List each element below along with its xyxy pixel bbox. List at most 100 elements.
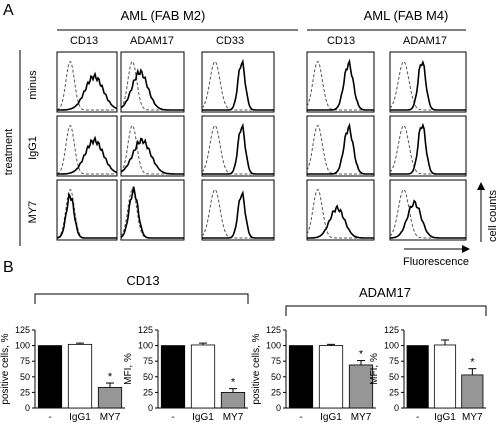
significance-mark: * bbox=[231, 377, 236, 389]
histogram-stained-curve bbox=[120, 68, 184, 111]
b-bracket-cd13 bbox=[34, 293, 249, 304]
significance-mark: * bbox=[108, 371, 113, 383]
histogram-control-curve bbox=[56, 124, 117, 175]
x-tick-label: MY7 bbox=[462, 412, 483, 423]
col-header-m2-adam17: ADAM17 bbox=[130, 35, 174, 47]
panel-a-label: A bbox=[3, 2, 14, 19]
histogram-stained-curve bbox=[307, 58, 374, 111]
bar-chart-2: 0 25 50 75 100 125 MFI, % - IgG1 * MY7 bbox=[123, 325, 248, 423]
y-tick-label: 100 bbox=[15, 341, 30, 351]
fluorescence-arrowhead bbox=[462, 245, 470, 253]
y-tick-label: 75 bbox=[271, 356, 281, 366]
histogram-stained-curve bbox=[56, 192, 117, 239]
x-tick-label: - bbox=[48, 412, 51, 423]
histogram-stained-curve bbox=[120, 186, 184, 239]
b-bracket-adam17 bbox=[285, 305, 487, 316]
row-label-my7: MY7 bbox=[27, 201, 39, 224]
histogram-stained-curve bbox=[202, 58, 274, 111]
y-tick-label: 0 bbox=[394, 403, 399, 413]
y-tick-label: 25 bbox=[20, 387, 30, 397]
histogram-stained-curve bbox=[202, 190, 274, 239]
y-axis-label: MFI, % bbox=[123, 353, 134, 385]
y-tick-label: 125 bbox=[384, 325, 399, 335]
histogram-control-curve bbox=[56, 60, 117, 111]
x-tick-label: MY7 bbox=[351, 412, 372, 423]
histogram-control-curve bbox=[306, 61, 374, 111]
x-tick-label: MY7 bbox=[100, 412, 121, 423]
significance-mark: * bbox=[470, 357, 475, 369]
y-tick-label: 50 bbox=[20, 372, 30, 382]
histogram-frame bbox=[56, 115, 118, 177]
histogram-stained-curve bbox=[57, 135, 118, 175]
bar-chart-1: 0 25 50 75 100 125 positive cells, % - IgG1 * MY7 bbox=[0, 325, 125, 423]
bar bbox=[190, 344, 216, 409]
col-header-m2-cd13: CD13 bbox=[70, 35, 98, 47]
x-tick-label: - bbox=[171, 412, 174, 423]
bar bbox=[37, 345, 63, 409]
histogram-frame bbox=[306, 115, 375, 177]
y-tick-label: 50 bbox=[389, 372, 399, 382]
cell-counts-arrowhead bbox=[477, 182, 485, 190]
y-axis-label: positive cells, % bbox=[0, 333, 11, 404]
col-header-m4-cd13: CD13 bbox=[327, 35, 355, 47]
y-axis-label: MFI, % bbox=[369, 353, 380, 385]
y-tick-label: 25 bbox=[271, 387, 281, 397]
y-tick-label: 100 bbox=[384, 341, 399, 351]
bar-chart-4: 0 25 50 75 100 125 MFI, % - IgG1 * MY7 bbox=[369, 325, 486, 423]
y-tick-label: 0 bbox=[276, 403, 281, 413]
bar bbox=[406, 345, 429, 409]
row-label-igg1: IgG1 bbox=[27, 136, 39, 160]
histogram-frame bbox=[120, 51, 185, 113]
y-tick-label: 100 bbox=[138, 341, 153, 351]
bar bbox=[433, 344, 457, 409]
x-tick-label: IgG1 bbox=[192, 412, 214, 423]
col-header-m4-adam17: ADAM17 bbox=[403, 35, 447, 47]
group-title-m4: AML (FAB M4) bbox=[364, 8, 449, 23]
bar-chart-3: 0 25 50 75 100 125 positive cells, % - IgG1 * MY7 bbox=[251, 325, 376, 423]
y-tick-label: 75 bbox=[20, 356, 30, 366]
panel-b-label: B bbox=[3, 259, 14, 276]
y-axis-label: positive cells, % bbox=[251, 333, 262, 404]
histogram-control-curve bbox=[306, 125, 374, 175]
y-tick-label: 0 bbox=[148, 403, 153, 413]
fluorescence-label: Fluorescence bbox=[403, 256, 469, 268]
histogram-stained-curve bbox=[390, 122, 466, 175]
group-title-m2: AML (FAB M2) bbox=[121, 8, 206, 23]
bar bbox=[220, 391, 246, 409]
histogram-stained-curve bbox=[120, 137, 184, 175]
histogram-stained-curve bbox=[390, 59, 466, 111]
histogram-frame bbox=[120, 179, 185, 241]
bar bbox=[97, 387, 123, 409]
row-label-minus: minus bbox=[27, 70, 39, 100]
cell-counts-label: cell counts bbox=[487, 190, 499, 242]
bar bbox=[318, 345, 344, 409]
bar bbox=[160, 345, 186, 409]
histogram-control-curve bbox=[306, 189, 374, 239]
x-tick-label: MY7 bbox=[223, 412, 244, 423]
x-tick-label: IgG1 bbox=[434, 412, 456, 423]
histogram-frame bbox=[389, 115, 467, 177]
y-tick-label: 75 bbox=[143, 356, 153, 366]
bar bbox=[461, 374, 484, 409]
x-tick-label: - bbox=[299, 412, 302, 423]
y-tick-label: 125 bbox=[15, 325, 30, 335]
bar bbox=[288, 345, 314, 409]
histogram-stained-curve bbox=[307, 204, 374, 239]
y-tick-label: 0 bbox=[25, 403, 30, 413]
y-tick-label: 25 bbox=[389, 387, 399, 397]
histogram-stained-curve bbox=[307, 122, 374, 175]
x-tick-label: IgG1 bbox=[320, 412, 342, 423]
histogram-stained-curve bbox=[57, 71, 118, 111]
y-tick-label: 25 bbox=[143, 387, 153, 397]
histogram-frame bbox=[56, 51, 118, 113]
histogram-frame bbox=[120, 115, 185, 177]
y-tick-label: 75 bbox=[389, 356, 399, 366]
histogram-stained-curve bbox=[202, 122, 274, 175]
histogram-frame bbox=[306, 51, 375, 113]
y-tick-label: 125 bbox=[266, 325, 281, 335]
y-tick-label: 100 bbox=[266, 341, 281, 351]
x-tick-label: - bbox=[416, 412, 419, 423]
row-group-label: treatment bbox=[3, 129, 15, 175]
